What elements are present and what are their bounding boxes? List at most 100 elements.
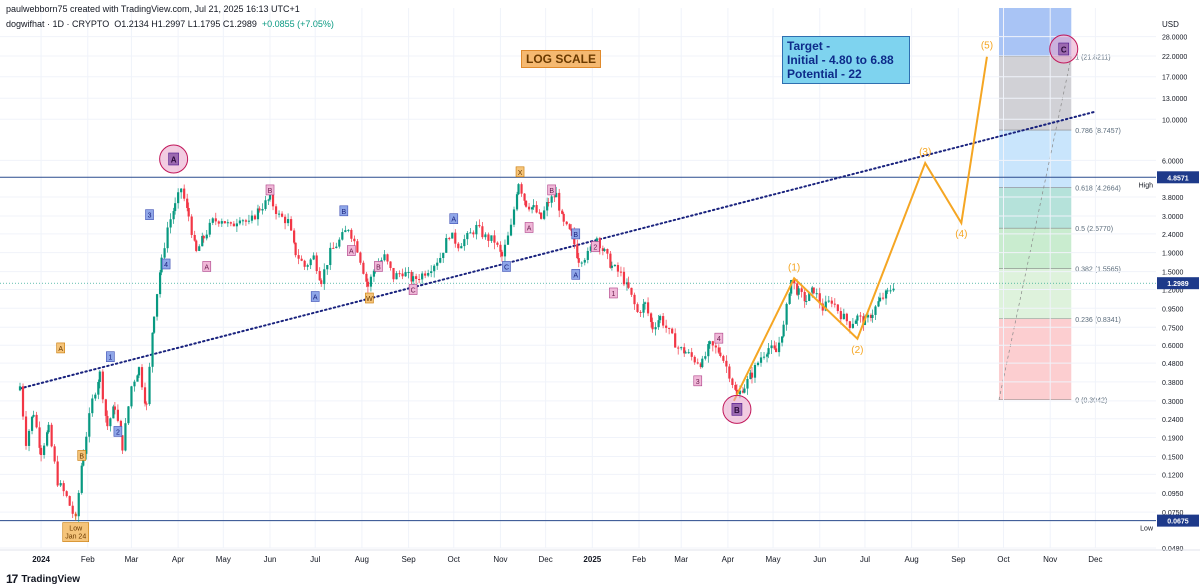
marker-text-3: A [58, 346, 63, 353]
candle-body [714, 345, 717, 348]
candle-body [193, 234, 196, 241]
candle-body [65, 491, 68, 497]
candle-body [589, 246, 592, 251]
badge-text-low: 0.0675 [1167, 519, 1189, 526]
candle-body [372, 270, 376, 277]
candle-body [183, 188, 186, 199]
candle-body [229, 222, 232, 224]
candle-body [704, 356, 707, 359]
marker-box-12 [339, 205, 349, 217]
candle-body [576, 244, 579, 259]
candle-body [759, 357, 763, 363]
candle-body [415, 276, 418, 280]
time-axis[interactable]: 2024 Feb Mar Apr May Jun Jul Aug Sep Oct Nov Dec 202… [0, 549, 1200, 564]
candle-body [642, 303, 645, 313]
candle-body [335, 246, 338, 249]
time-tick: Sep [951, 555, 966, 564]
candle-body [808, 292, 811, 301]
candle-body [152, 316, 156, 333]
candle-body [818, 293, 821, 304]
candle-body [734, 384, 737, 390]
candle-body [369, 276, 373, 287]
candle-body [326, 265, 329, 270]
marker-box-20 [524, 222, 534, 233]
marker-box-13 [347, 245, 356, 256]
candle-body [845, 313, 848, 322]
candle-body [172, 211, 175, 220]
candle-body [881, 297, 885, 299]
log-scale-note: LOG SCALE [521, 50, 602, 68]
candle-body [68, 496, 71, 506]
candle-body [654, 327, 657, 330]
candle-body [616, 265, 620, 272]
candle-body [136, 375, 139, 382]
symbol-name[interactable]: dogwifhat · 1D · CRYPTO [6, 19, 110, 29]
candle-body [553, 196, 556, 198]
tradingview-footer[interactable]: 17 TradingView [6, 572, 80, 586]
candle-body [561, 210, 564, 214]
candle-body [630, 287, 633, 295]
marker-text-A: A [171, 155, 177, 164]
candle-body [610, 265, 614, 268]
candle-body [223, 221, 226, 224]
symbol-line: dogwifhat · 1D · CRYPTO O1.2134 H1.2997 … [6, 19, 334, 29]
fib-zone-0.236 [998, 318, 1072, 400]
candle-body [842, 313, 845, 320]
candle-body [410, 271, 413, 282]
candle-body [155, 294, 159, 317]
time-tick: Sep [401, 555, 416, 564]
candle-body [496, 242, 499, 245]
candle-body [711, 341, 714, 346]
candle-body [137, 367, 141, 376]
time-tick: Dec [539, 555, 553, 564]
candle-body [166, 227, 169, 249]
candle-body [503, 244, 507, 257]
candle-body [767, 348, 770, 355]
candle-body [753, 365, 757, 378]
marker-box-15 [374, 261, 383, 272]
candle-body [320, 280, 323, 285]
candle-body [725, 360, 728, 367]
marker-box-C [1058, 42, 1070, 56]
candle-body [877, 301, 880, 307]
candle-body [741, 390, 745, 393]
candle-body [366, 281, 370, 287]
marker-text-B: B [734, 406, 740, 415]
candle-body [274, 206, 278, 214]
candle-body [523, 193, 526, 201]
candle-body [568, 224, 571, 230]
candle-body [827, 300, 830, 302]
candle-body [353, 238, 356, 242]
candle-body [493, 235, 496, 243]
price-tick: 0.1200 [1162, 472, 1184, 479]
candle-body [833, 303, 836, 305]
candle-body [362, 262, 365, 274]
candle-body [469, 232, 472, 234]
marker-text-9: A [204, 264, 209, 271]
marker-text-10: B [268, 188, 273, 195]
candle-body [98, 371, 101, 382]
candle-body [547, 202, 550, 204]
badge-current [1157, 277, 1199, 290]
candle-body [412, 276, 415, 282]
candle-body [550, 196, 553, 203]
candle-body [659, 316, 662, 321]
candle-body [598, 238, 601, 249]
candle-body [580, 262, 583, 264]
price-tick: 1.2000 [1162, 288, 1184, 295]
time-tick: Oct [997, 555, 1010, 564]
candle-body [671, 328, 674, 334]
marker-text-17: A [451, 217, 456, 224]
candle-body [169, 219, 172, 228]
hline-name-high: High [1139, 182, 1154, 189]
price-axis[interactable]: 28.0000 22.0000 17.0000 13.0000 10.0000 6.000… [1139, 0, 1200, 560]
fibonacci-extension: 1 (21.8211) 0.786 (8.7457) 0.618 (4.2664) 0… [998, 8, 1121, 405]
candle-body [636, 304, 639, 312]
candle-body [451, 232, 454, 239]
marker-box-11 [310, 291, 320, 302]
candle-body [790, 279, 793, 294]
wave-label-4: (4) [955, 229, 967, 240]
candle-body [347, 229, 350, 231]
candle-body [707, 344, 710, 357]
